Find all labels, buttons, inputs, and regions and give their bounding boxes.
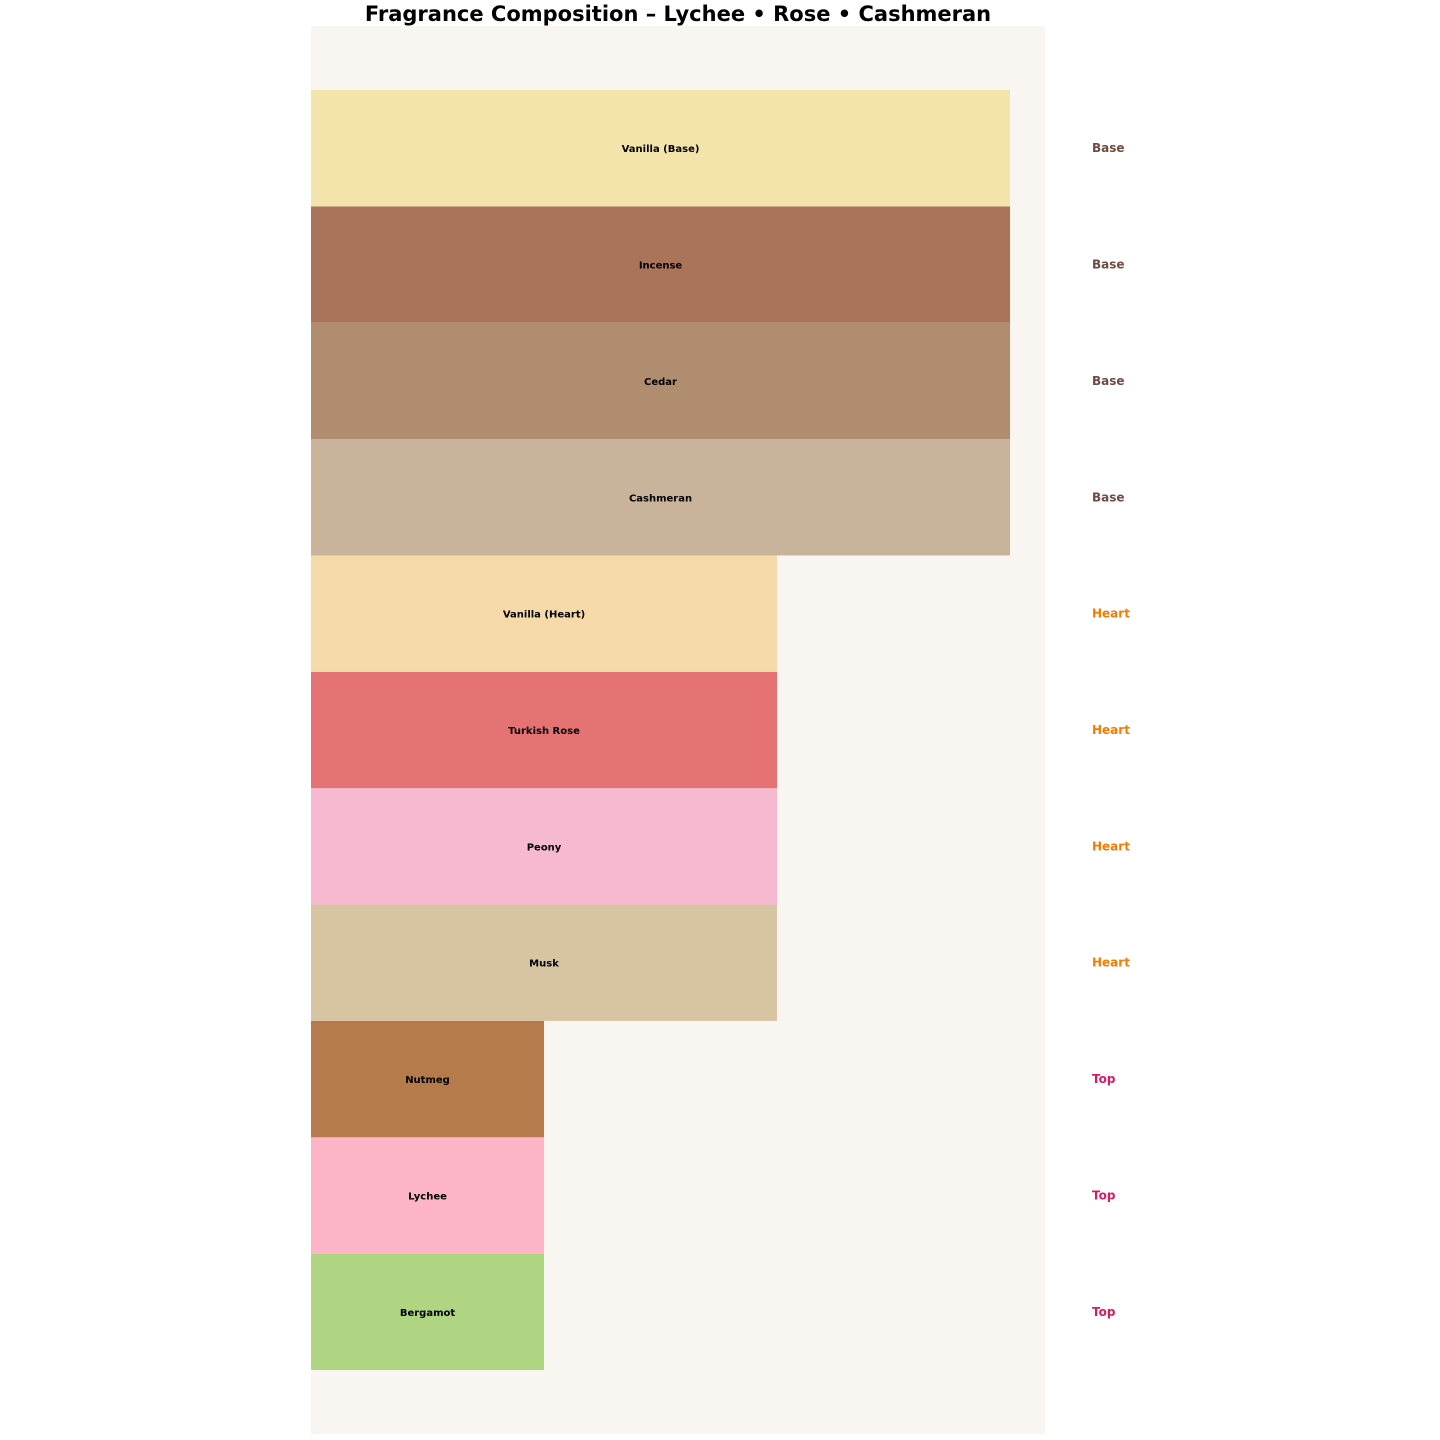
bar-lychee	[311, 1137, 545, 1254]
tier-label: Heart	[1092, 723, 1130, 737]
bar-label: Musk	[529, 959, 559, 970]
tier-label: Base	[1092, 258, 1125, 272]
bar-label: Turkish Rose	[508, 726, 580, 737]
bar-label: Incense	[639, 261, 683, 272]
bar-label: Cashmeran	[629, 493, 692, 504]
tier-label: Top	[1092, 1305, 1116, 1319]
tier-label: Top	[1092, 1188, 1116, 1202]
bar-label: Peony	[527, 842, 562, 853]
bar-turkish-rose	[311, 671, 778, 789]
tier-label: Heart	[1092, 956, 1130, 970]
chart-title: Fragrance Composition – Lychee • Rose • …	[364, 2, 992, 26]
bar-musk	[311, 904, 778, 1021]
bar-bergamot	[311, 1253, 545, 1370]
tier-label: Base	[1092, 374, 1125, 388]
tier-label: Heart	[1092, 607, 1130, 621]
bar-label: Vanilla (Heart)	[503, 610, 585, 621]
bar-label: Vanilla (Base)	[622, 144, 700, 155]
bar-label: Cedar	[644, 377, 677, 388]
tier-label: Base	[1092, 490, 1125, 504]
bar-label: Lychee	[408, 1191, 447, 1202]
bar-nutmeg	[311, 1020, 545, 1138]
bar-label: Nutmeg	[405, 1075, 450, 1086]
bar-vanilla-base-	[311, 90, 1011, 207]
bar-peony	[311, 788, 778, 905]
bar-vanilla-heart-	[311, 555, 778, 672]
bar-label: Bergamot	[400, 1308, 456, 1319]
tier-label: Top	[1092, 1072, 1116, 1086]
tier-label: Heart	[1092, 839, 1130, 853]
bar-cashmeran	[311, 439, 1011, 556]
tier-label: Base	[1092, 141, 1125, 155]
bar-cedar	[311, 322, 1011, 440]
bar-incense	[311, 206, 1011, 323]
